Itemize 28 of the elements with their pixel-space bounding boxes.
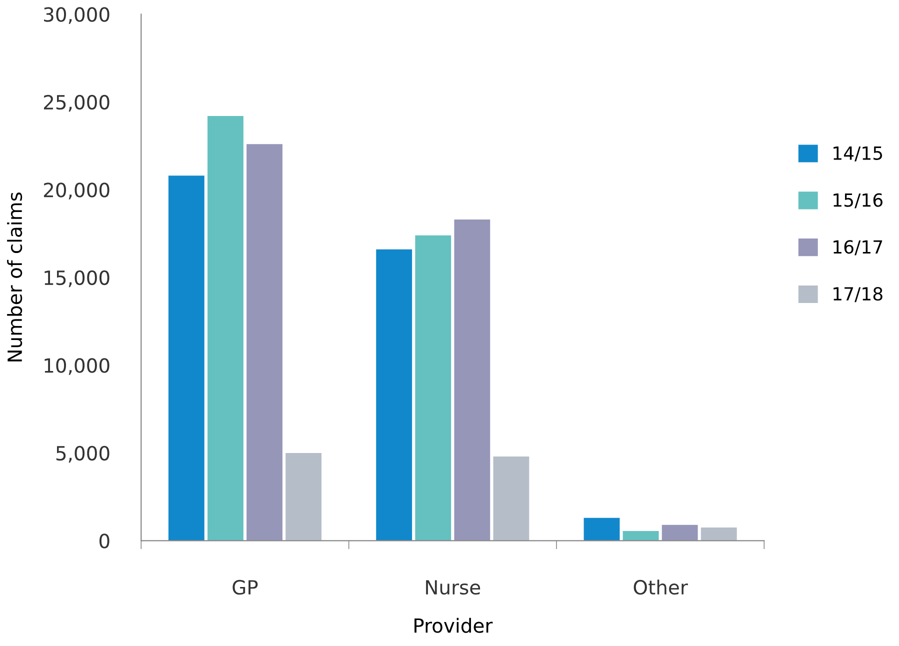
x-axis-title: Provider [414, 618, 493, 633]
bar [622, 531, 659, 541]
x-tick-label: GP [232, 580, 258, 595]
legend-label: 17/18 [834, 287, 882, 302]
bar [415, 235, 452, 541]
y-tick-label: 0 [100, 534, 110, 548]
bar [493, 456, 530, 541]
bar [207, 116, 244, 541]
y-tick-label: 5,000 [56, 446, 110, 463]
y-tick-label: 30,000 [44, 7, 110, 24]
y-tick-label: 15,000 [44, 270, 110, 288]
legend-label: 15/16 [834, 193, 882, 208]
legend-label: 14/15 [834, 146, 882, 162]
y-axis-title: Number of claims [7, 192, 22, 362]
bar [700, 528, 737, 541]
y-tick-label: 10,000 [44, 358, 110, 375]
x-tick-label: Nurse [426, 580, 480, 595]
bar [168, 176, 204, 541]
bar [662, 524, 698, 541]
y-tick-label: 25,000 [44, 94, 110, 112]
x-tick-label: Other [634, 580, 688, 595]
bar [376, 249, 412, 541]
y-tick-label: 20,000 [44, 182, 110, 200]
bar [246, 144, 282, 541]
bar [454, 220, 490, 541]
bar [286, 452, 322, 541]
bar [584, 518, 620, 541]
legend-label: 16/17 [834, 240, 882, 256]
